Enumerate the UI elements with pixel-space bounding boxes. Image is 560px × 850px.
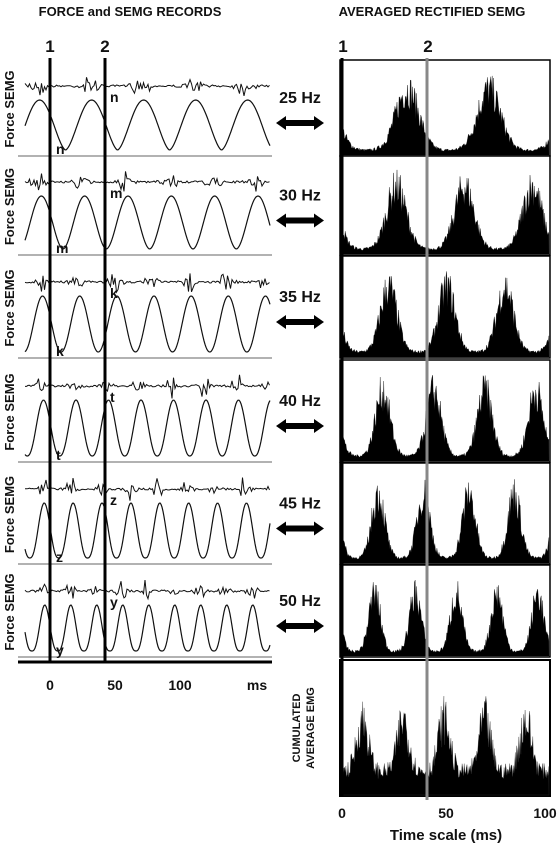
row-label: Force SEMG — [2, 373, 17, 450]
force-trace — [24, 295, 271, 353]
left-title: FORCE and SEMG RECORDS — [39, 4, 222, 19]
average-emg — [340, 169, 550, 255]
marker-label: 2 — [100, 37, 109, 56]
double-arrow — [276, 619, 324, 633]
semg-trace — [24, 273, 270, 294]
cumulated-box — [339, 659, 551, 797]
double-arrow — [276, 315, 324, 329]
average-emg — [340, 580, 550, 657]
event-letter: n — [56, 141, 65, 157]
event-letter: y — [110, 594, 118, 610]
event-letter: k — [110, 285, 118, 301]
tick-label: 0 — [46, 677, 54, 693]
average-emg — [340, 271, 550, 358]
cumulated-label: AVERAGE EMG — [305, 687, 317, 769]
marker-label: 2 — [423, 37, 432, 56]
average-box — [339, 59, 551, 157]
marker-label: 1 — [45, 37, 54, 56]
semg-trace — [24, 580, 270, 601]
frequency-label: 30 Hz — [279, 188, 321, 205]
cumulated-emg — [340, 696, 550, 796]
event-letter: z — [110, 492, 117, 508]
row-label: Force SEMG — [2, 168, 17, 245]
average-emg — [340, 375, 550, 462]
event-letter: m — [110, 185, 122, 201]
tick-label: 100 — [533, 805, 557, 821]
force-trace — [24, 195, 271, 250]
marker-label: 1 — [338, 37, 347, 56]
tick-label: 100 — [168, 677, 192, 693]
event-letter: k — [56, 343, 64, 359]
tick-label: 50 — [107, 677, 123, 693]
double-arrow — [276, 521, 324, 536]
event-letter: m — [56, 240, 68, 256]
right-title: AVERAGED RECTIFIED SEMG — [339, 4, 526, 19]
force-trace — [24, 604, 271, 652]
semg-trace — [24, 171, 270, 192]
double-arrow — [276, 116, 324, 130]
force-trace — [24, 502, 271, 559]
frequency-label: 40 Hz — [279, 393, 321, 410]
frequency-label: 45 Hz — [279, 496, 321, 513]
frequency-label: 25 Hz — [279, 90, 321, 107]
axis-title: Time scale (ms) — [390, 827, 502, 844]
force-trace — [24, 399, 271, 457]
event-letter: z — [56, 549, 63, 565]
semg-trace — [25, 374, 270, 399]
row-label: Force SEMG — [2, 70, 17, 147]
frequency-label: 35 Hz — [279, 289, 321, 306]
event-letter: t — [56, 447, 61, 463]
frequency-label: 50 Hz — [279, 593, 321, 610]
event-letter: n — [110, 89, 119, 105]
row-label: Force SEMG — [2, 573, 17, 650]
double-arrow — [276, 419, 324, 433]
semg-trace — [24, 77, 270, 97]
event-letter: y — [56, 642, 64, 658]
average-emg — [340, 75, 550, 156]
cumulated-label: CUMULATED — [291, 694, 303, 763]
row-label: Force SEMG — [2, 476, 17, 553]
row-label: Force SEMG — [2, 269, 17, 346]
semg-trace — [24, 477, 270, 501]
double-arrow — [276, 213, 324, 228]
tick-label: 50 — [438, 805, 454, 821]
event-letter: t — [110, 389, 115, 405]
unit-label: ms — [247, 677, 267, 693]
average-emg — [340, 479, 550, 564]
tick-label: 0 — [338, 805, 346, 821]
force-trace — [24, 99, 271, 151]
